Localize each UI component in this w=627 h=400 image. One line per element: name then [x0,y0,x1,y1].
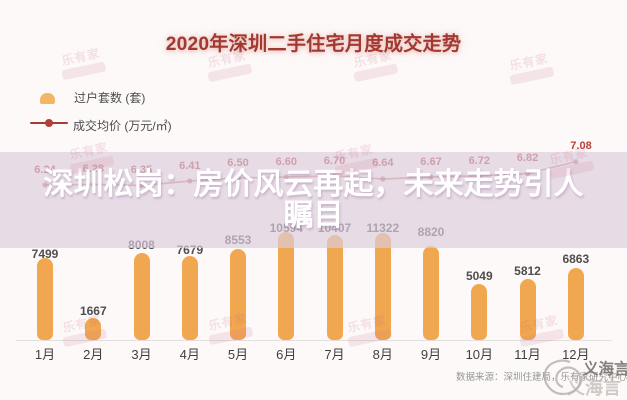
svg-text:义海言: 义海言 [567,377,621,398]
svg-text:义海言: 义海言 [583,359,627,378]
